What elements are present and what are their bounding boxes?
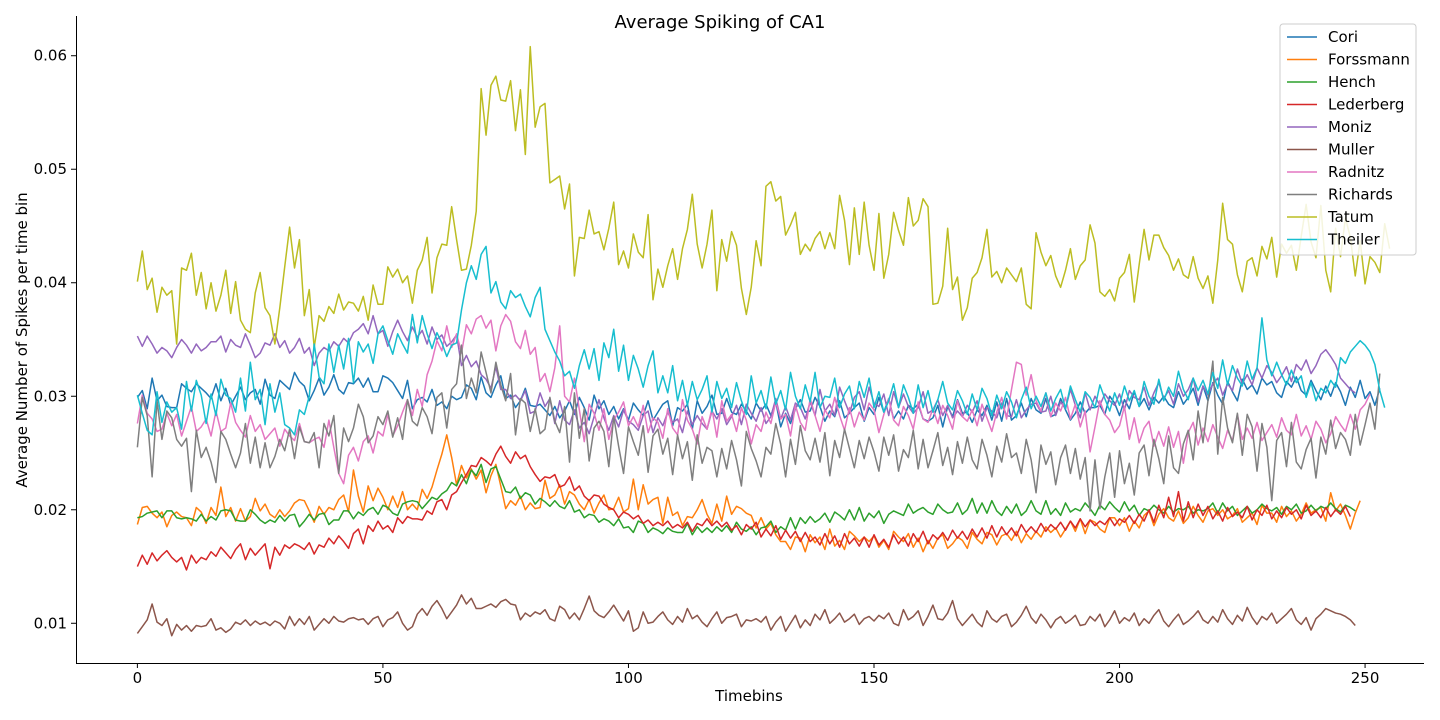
series-line-lederberg <box>136 445 1352 571</box>
series-line-muller <box>136 594 1356 637</box>
legend-label-hench: Hench <box>1328 73 1376 91</box>
legend-label-radnitz: Radnitz <box>1328 163 1384 181</box>
legend: Cori Forssmann Hench Lederberg Moniz Muller Ra… <box>1279 23 1417 256</box>
legend-label-muller: Muller <box>1328 141 1375 159</box>
x-tick-label: 100 <box>614 669 643 687</box>
legend-label-tatum: Tatum <box>1327 208 1374 226</box>
legend-label-richards: Richards <box>1328 186 1393 204</box>
series-line-hench <box>137 463 1356 536</box>
series-line-theiler <box>136 245 1386 436</box>
y-tick-label: 0.05 <box>34 160 67 178</box>
x-tick-label: 50 <box>373 669 392 687</box>
legend-label-theiler: Theiler <box>1327 231 1380 249</box>
series-line-moniz <box>136 314 1356 435</box>
x-ticks: 0 50 100 150 200 250 <box>133 663 1380 687</box>
x-tick-label: 0 <box>133 669 143 687</box>
legend-label-forssmann: Forssmann <box>1328 51 1410 69</box>
series-line-forssmann <box>136 434 1361 553</box>
x-tick-label: 200 <box>1105 669 1134 687</box>
legend-label-moniz: Moniz <box>1328 118 1372 136</box>
series-layer <box>136 45 1391 637</box>
y-tick-label: 0.02 <box>34 501 67 519</box>
x-tick-label: 150 <box>860 669 889 687</box>
y-axis-title: Average Number of Spikes per time bin <box>13 192 31 487</box>
series-line-radnitz <box>136 313 1371 485</box>
legend-label-lederberg: Lederberg <box>1328 96 1404 114</box>
x-axis-title: Timebins <box>714 687 783 705</box>
legend-label-cori: Cori <box>1328 28 1358 46</box>
y-tick-label: 0.06 <box>34 47 67 65</box>
series-line-cori <box>136 371 1381 430</box>
chart-title: Average Spiking of CA1 <box>615 12 826 33</box>
series-line-richards <box>136 344 1381 512</box>
y-tick-label: 0.03 <box>34 387 67 405</box>
x-tick-label: 250 <box>1351 669 1380 687</box>
y-tick-label: 0.01 <box>34 614 67 632</box>
y-ticks: 0.01 0.02 0.03 0.04 0.05 0.06 <box>34 47 76 632</box>
y-tick-label: 0.04 <box>34 274 67 292</box>
series-line-tatum <box>136 45 1391 349</box>
